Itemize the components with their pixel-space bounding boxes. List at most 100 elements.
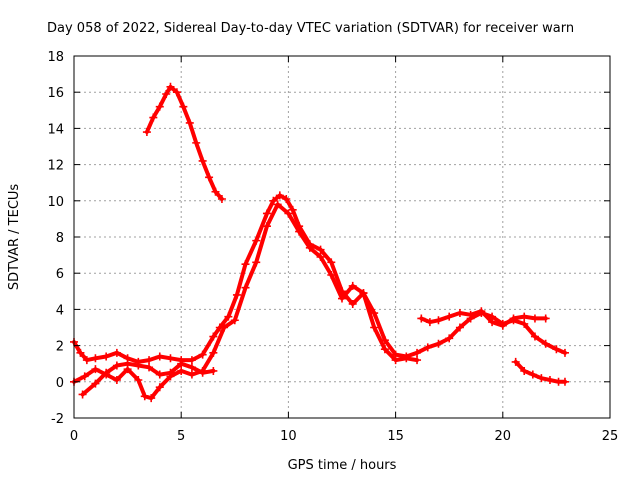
data-point bbox=[269, 196, 278, 205]
data-point bbox=[413, 348, 422, 357]
data-point bbox=[177, 359, 186, 368]
x-tick-label: 25 bbox=[602, 429, 619, 444]
data-point bbox=[560, 348, 569, 357]
series-line bbox=[144, 84, 224, 201]
data-point bbox=[112, 348, 121, 357]
series-group bbox=[70, 82, 569, 403]
data-point bbox=[187, 356, 196, 365]
data-point bbox=[445, 334, 454, 343]
series-track-f bbox=[511, 357, 569, 386]
data-point bbox=[348, 299, 357, 308]
data-point bbox=[162, 90, 171, 99]
data-point bbox=[134, 375, 143, 384]
y-tick-label: 10 bbox=[47, 195, 64, 210]
data-point bbox=[520, 319, 529, 328]
series-track-e bbox=[417, 307, 550, 330]
data-point bbox=[509, 314, 518, 323]
data-point bbox=[112, 375, 121, 384]
data-point bbox=[455, 323, 464, 332]
data-point bbox=[224, 312, 233, 321]
data-point bbox=[273, 200, 282, 209]
data-point bbox=[78, 390, 87, 399]
data-point bbox=[205, 173, 214, 182]
data-point bbox=[76, 348, 85, 357]
data-point bbox=[177, 366, 186, 375]
series-track-c bbox=[70, 200, 422, 403]
data-point bbox=[102, 352, 111, 361]
data-point bbox=[423, 343, 432, 352]
data-point bbox=[112, 361, 121, 370]
data-point bbox=[560, 377, 569, 386]
data-point bbox=[380, 345, 389, 354]
data-point bbox=[530, 314, 539, 323]
data-point bbox=[295, 227, 304, 236]
data-point bbox=[541, 339, 550, 348]
data-point bbox=[445, 312, 454, 321]
data-point bbox=[338, 294, 346, 303]
data-point bbox=[172, 88, 181, 97]
data-point bbox=[545, 375, 554, 384]
y-tick-label: 16 bbox=[47, 86, 64, 101]
data-point bbox=[91, 379, 100, 388]
y-tick-label: 8 bbox=[56, 231, 64, 246]
data-point bbox=[142, 128, 151, 137]
x-tick-label: 10 bbox=[280, 429, 297, 444]
data-point bbox=[232, 290, 241, 299]
x-tick-label: 20 bbox=[495, 429, 512, 444]
chart-title: Day 058 of 2022, Sidereal Day-to-day VTE… bbox=[47, 21, 574, 36]
data-point bbox=[520, 366, 529, 375]
data-point bbox=[391, 356, 400, 365]
data-point bbox=[262, 222, 271, 231]
data-point bbox=[488, 318, 497, 327]
x-tick-label: 15 bbox=[387, 429, 404, 444]
data-point bbox=[145, 356, 154, 365]
y-tick-label: 0 bbox=[56, 376, 64, 391]
series-track-d bbox=[78, 359, 218, 399]
y-tick-label: 14 bbox=[47, 122, 64, 137]
data-point bbox=[209, 332, 218, 341]
data-point bbox=[166, 82, 175, 91]
data-point bbox=[102, 368, 111, 377]
data-point bbox=[91, 365, 100, 374]
data-point bbox=[82, 356, 91, 365]
series-line bbox=[72, 202, 419, 401]
data-point bbox=[262, 209, 271, 218]
data-point bbox=[198, 156, 207, 165]
data-point bbox=[80, 372, 89, 381]
data-point bbox=[528, 370, 537, 379]
data-point bbox=[134, 361, 143, 370]
data-point bbox=[282, 194, 291, 203]
data-point bbox=[91, 354, 100, 363]
data-point bbox=[155, 383, 164, 392]
data-point bbox=[192, 138, 201, 147]
data-point bbox=[187, 370, 196, 379]
y-tick-label: 6 bbox=[56, 267, 64, 282]
data-point bbox=[209, 366, 218, 375]
data-point bbox=[209, 348, 218, 357]
data-point bbox=[185, 118, 194, 127]
y-tick-label: -2 bbox=[51, 412, 64, 427]
data-point bbox=[425, 318, 434, 327]
data-point bbox=[166, 368, 175, 377]
data-point bbox=[288, 205, 297, 214]
data-point bbox=[316, 252, 325, 261]
data-point bbox=[434, 316, 443, 325]
data-point bbox=[220, 323, 229, 332]
data-point bbox=[477, 307, 486, 316]
data-point bbox=[537, 374, 546, 383]
series-line bbox=[72, 193, 567, 364]
series-track-b bbox=[70, 191, 569, 366]
data-point bbox=[140, 392, 149, 401]
grid bbox=[74, 56, 610, 418]
data-point bbox=[359, 289, 368, 298]
data-point bbox=[211, 187, 220, 196]
data-point bbox=[123, 359, 132, 368]
series-line bbox=[80, 361, 216, 397]
data-point bbox=[275, 191, 284, 200]
data-point bbox=[198, 368, 207, 377]
data-point bbox=[252, 258, 261, 267]
data-point bbox=[370, 323, 379, 332]
data-point bbox=[241, 283, 250, 292]
